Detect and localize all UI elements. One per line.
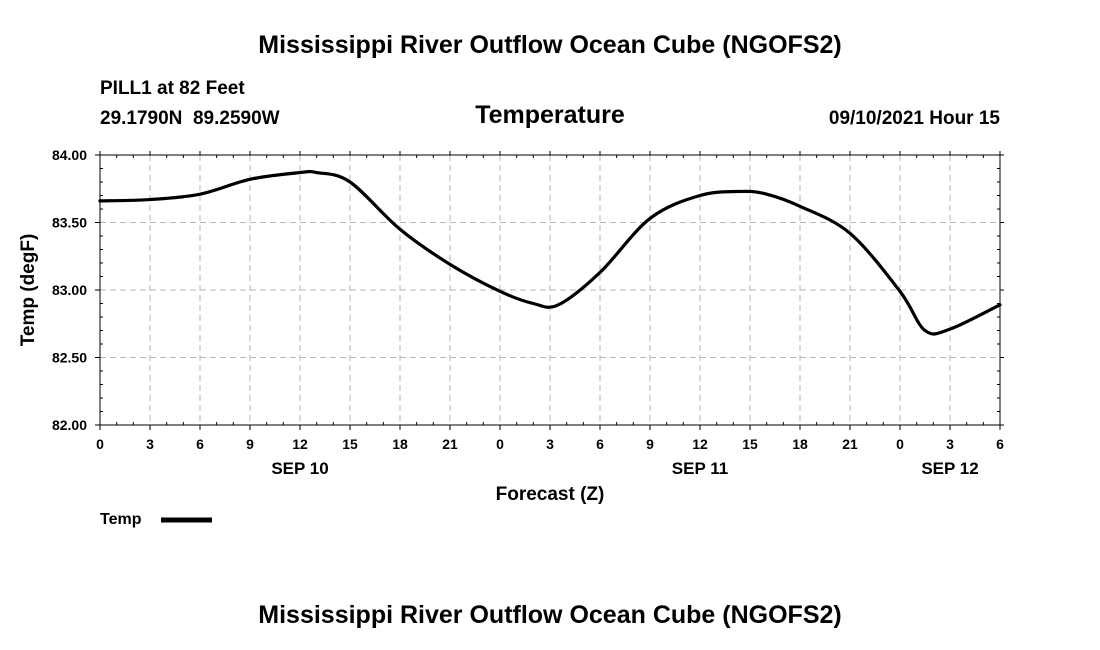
- page-title: Mississippi River Outflow Ocean Cube (NG…: [258, 31, 842, 59]
- x-tick-label: 3: [946, 436, 954, 452]
- x-tick-label: 9: [646, 436, 654, 452]
- series-layer: [98, 169, 1002, 336]
- x-tick-label: 0: [496, 436, 504, 452]
- y-tick-label: 84.00: [52, 147, 87, 163]
- legend-layer: Temp: [100, 511, 212, 528]
- x-tick-label: 0: [896, 436, 904, 452]
- x-tick-label: 12: [692, 436, 708, 452]
- x-date-label: SEP 11: [672, 459, 728, 478]
- y-tick-label: 83.00: [52, 282, 87, 298]
- forecast-timestamp: 09/10/2021 Hour 15: [828, 108, 1000, 129]
- y-tick-label: 82.00: [52, 417, 87, 433]
- series-line-temp: [98, 169, 1002, 336]
- x-tick-label: 3: [146, 436, 154, 452]
- y-tick-label: 83.50: [52, 215, 87, 231]
- x-tick-label: 0: [96, 436, 104, 452]
- grid-layer: [100, 155, 1000, 425]
- x-tick-label: 9: [246, 436, 254, 452]
- minor-tick-layer: [100, 155, 1000, 425]
- x-tick-label: 6: [996, 436, 1004, 452]
- x-tick-label: 3: [546, 436, 554, 452]
- axis-layer: [95, 151, 1004, 430]
- x-tick-label: 15: [342, 436, 358, 452]
- chart-title: Temperature: [475, 101, 625, 129]
- y-axis-title: Temp (degF): [18, 234, 39, 347]
- x-tick-label: 21: [842, 436, 858, 452]
- x-tick-label: 18: [792, 436, 808, 452]
- station-label: PILL1 at 82 Feet: [100, 78, 245, 99]
- footer-title: Mississippi River Outflow Ocean Cube (NG…: [258, 601, 842, 629]
- x-date-label: SEP 12: [921, 459, 978, 478]
- x-date-label: SEP 10: [271, 459, 328, 478]
- y-tick-label: 82.50: [52, 350, 87, 366]
- x-tick-label: 6: [596, 436, 604, 452]
- x-axis-title: Forecast (Z): [496, 484, 605, 505]
- x-tick-label: 21: [442, 436, 458, 452]
- legend-label: Temp: [100, 511, 142, 528]
- x-tick-label: 18: [392, 436, 408, 452]
- station-coordinates: 29.1790N 89.2590W: [100, 108, 280, 129]
- x-tick-label: 12: [292, 436, 308, 452]
- x-tick-label: 15: [742, 436, 758, 452]
- label-layer: 0 3 6 9 12 15 18 21 0 3 6 9 12 15 18 21 0 3 6 82.00 82.50 83.…: [18, 147, 1004, 505]
- x-tick-label: 6: [196, 436, 204, 452]
